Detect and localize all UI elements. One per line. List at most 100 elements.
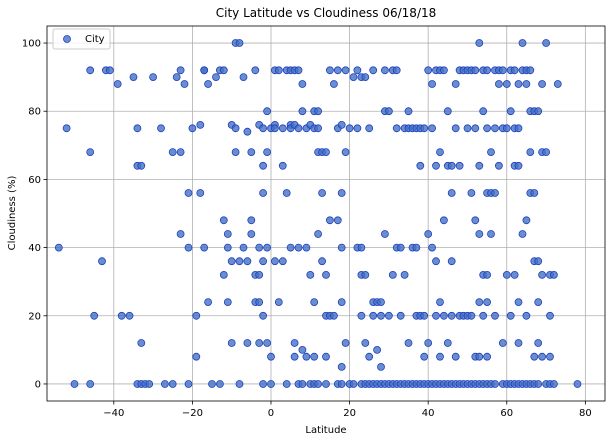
data-point [400, 270, 409, 279]
data-point [424, 66, 433, 75]
data-point [428, 124, 437, 133]
data-point [184, 243, 193, 252]
data-point [294, 124, 303, 133]
data-point [341, 148, 350, 157]
data-point [471, 124, 480, 133]
data-point [180, 80, 189, 88]
data-point [522, 80, 531, 88]
data-point [439, 311, 448, 320]
data-point [184, 380, 193, 388]
y-tick-label: 60 [28, 175, 41, 186]
data-point [223, 243, 232, 252]
data-point [467, 311, 476, 320]
data-point [526, 66, 535, 75]
data-point [530, 189, 539, 197]
data-point [255, 243, 264, 252]
data-point [463, 124, 472, 133]
data-point [396, 311, 405, 320]
data-point [259, 189, 268, 197]
data-point [518, 230, 527, 238]
data-point [432, 311, 440, 320]
data-point [349, 73, 358, 81]
x-tick-label: 0 [268, 408, 274, 419]
data-point [255, 298, 264, 307]
data-point [487, 148, 495, 157]
data-point [447, 311, 456, 320]
data-point [491, 380, 499, 388]
data-point [498, 339, 507, 347]
data-point [361, 339, 370, 347]
data-point [255, 339, 264, 347]
data-point [333, 216, 342, 225]
data-point [223, 298, 232, 307]
data-point [86, 380, 95, 388]
data-point [510, 270, 519, 279]
data-point [439, 66, 448, 75]
data-point [392, 124, 401, 133]
data-point [204, 80, 213, 88]
data-point [322, 148, 330, 157]
data-point [491, 124, 499, 133]
data-point [145, 380, 154, 388]
data-point [416, 161, 425, 170]
data-point [510, 66, 519, 75]
data-point [436, 352, 444, 361]
data-point [506, 107, 515, 116]
x-tick-label: −40 [103, 408, 124, 419]
data-point [538, 352, 546, 361]
data-point [502, 270, 511, 279]
data-point [259, 311, 268, 320]
data-point [329, 311, 338, 320]
data-point [337, 189, 346, 197]
chart-title: City Latitude vs Cloudiness 06/18/18 [216, 6, 437, 20]
y-axis-ticks: 0 20 40 60 80 100 [22, 39, 47, 390]
data-point [243, 127, 252, 136]
data-point [231, 124, 240, 133]
data-point [475, 352, 484, 361]
data-point [542, 148, 550, 157]
data-point [494, 80, 503, 88]
data-point [259, 380, 268, 388]
data-point [483, 66, 492, 75]
data-point [337, 362, 346, 371]
data-point [227, 257, 236, 266]
data-point [188, 124, 197, 133]
legend: City [52, 28, 111, 50]
data-point [424, 339, 433, 347]
data-point [447, 257, 456, 266]
data-point [302, 352, 311, 361]
data-point [514, 80, 523, 88]
data-point [322, 352, 330, 361]
data-point [274, 298, 283, 307]
data-point [475, 39, 484, 47]
data-point [451, 352, 460, 361]
data-point [208, 380, 216, 388]
data-points [54, 39, 582, 388]
data-point [337, 298, 346, 307]
data-point [90, 311, 99, 320]
data-point [369, 66, 378, 75]
data-point [270, 257, 279, 266]
data-point [353, 124, 362, 133]
data-point [447, 161, 456, 170]
data-point [542, 39, 550, 47]
data-point [54, 243, 63, 252]
data-point [451, 80, 460, 88]
data-point [200, 243, 209, 252]
data-point [86, 148, 95, 157]
data-point [314, 230, 323, 238]
data-point [483, 124, 492, 133]
data-point [113, 80, 122, 88]
data-point [282, 380, 291, 388]
data-point [168, 148, 177, 157]
data-point [475, 298, 484, 307]
data-point [160, 380, 169, 388]
data-point [514, 339, 523, 347]
data-point [443, 107, 452, 116]
data-point [219, 270, 228, 279]
data-point [125, 311, 134, 320]
data-point [506, 311, 515, 320]
data-point [514, 161, 523, 170]
data-point [573, 380, 582, 388]
